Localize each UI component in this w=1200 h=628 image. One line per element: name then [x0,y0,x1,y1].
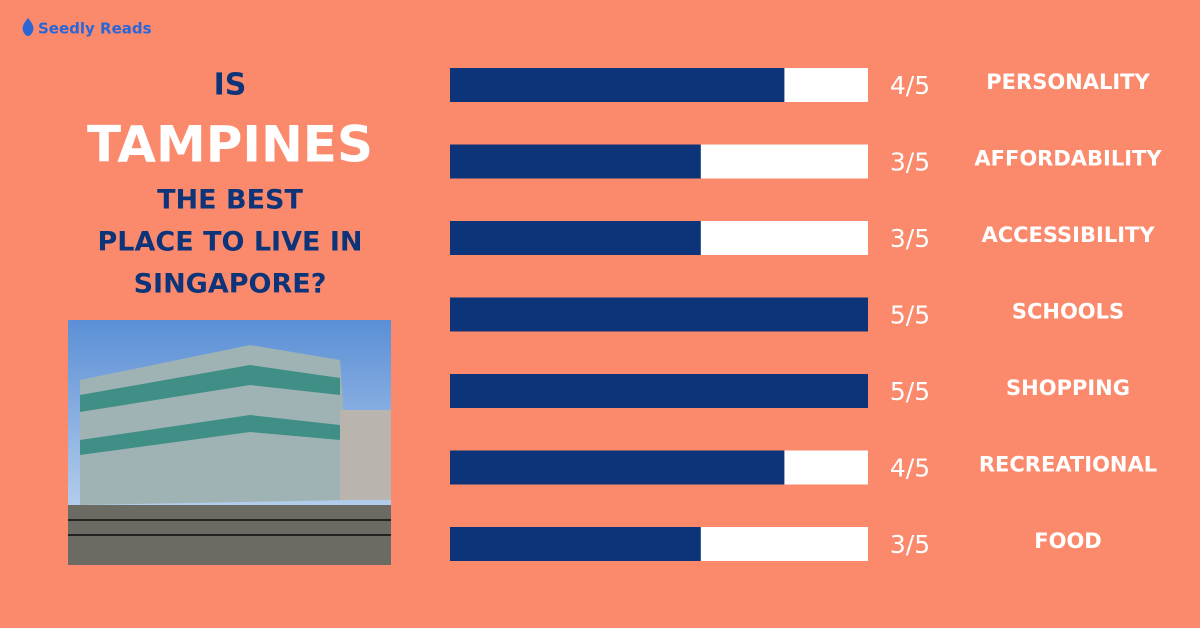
category-label: SHOPPING [1006,376,1130,400]
bar [450,527,701,561]
headline-line: PLACE TO LIVE IN [98,227,363,258]
value-label: 3/5 [890,224,930,253]
category-label: FOOD [1034,529,1101,553]
bar [450,297,868,332]
category-label: RECREATIONAL [979,453,1157,477]
bar [450,221,701,255]
value-label: 5/5 [890,377,930,406]
headline-line: THE BEST [157,185,303,216]
headline-line: IS [214,68,247,103]
category-label: SCHOOLS [1012,300,1124,324]
bar [450,68,785,102]
bar [450,374,868,408]
bar [450,450,785,485]
logo: Seedly Reads [22,18,152,38]
headline-line: TAMPINES [87,116,373,174]
value-label: 5/5 [890,301,930,330]
category-label: AFFORDABILITY [974,147,1162,171]
value-label: 3/5 [890,530,930,559]
value-label: 4/5 [890,71,930,100]
value-label: 4/5 [890,454,930,483]
bar [450,144,701,179]
value-label: 3/5 [890,148,930,177]
photo [68,320,391,565]
brand: Seedly Reads [38,20,152,38]
category-label: ACCESSIBILITY [981,223,1155,247]
category-label: PERSONALITY [986,70,1150,94]
headline-line: SINGAPORE? [134,269,327,300]
